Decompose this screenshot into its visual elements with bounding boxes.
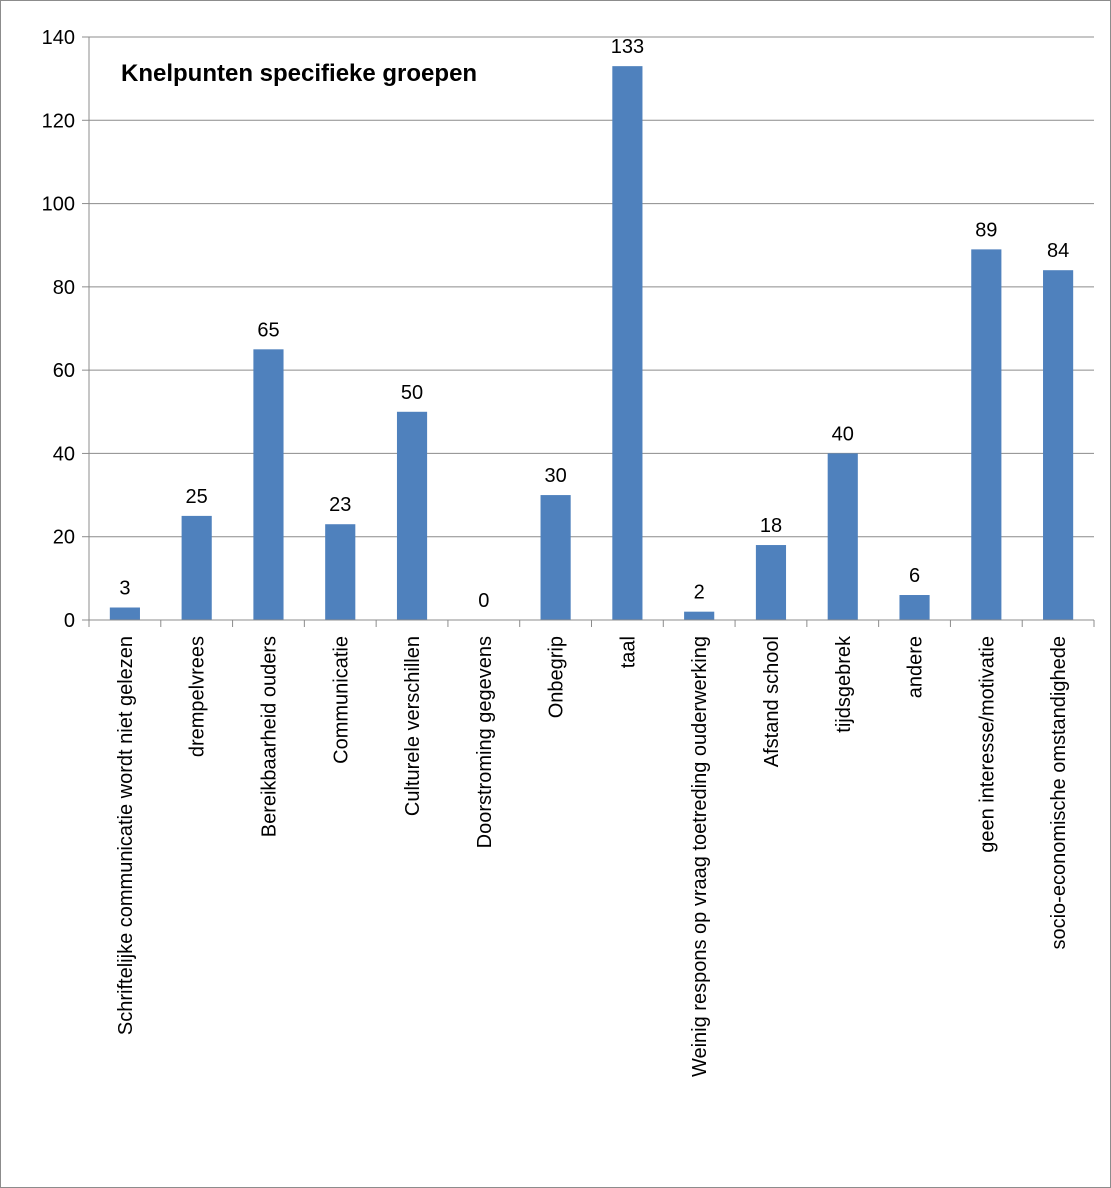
category-label: Doorstroming gegevens	[474, 636, 496, 848]
data-label: 18	[760, 515, 782, 537]
bar	[755, 545, 787, 620]
bar	[612, 66, 643, 620]
bar	[253, 349, 284, 620]
data-label: 133	[611, 36, 644, 58]
data-label: 50	[401, 382, 423, 404]
bar	[540, 495, 571, 620]
category-label: tijdsgebrek	[833, 635, 855, 733]
bars	[109, 66, 1074, 620]
bar	[396, 411, 428, 620]
category-label: taal	[617, 636, 639, 668]
category-label: geen interesse/motivatie	[976, 636, 998, 853]
category-labels: Schriftelijke communicatie wordt niet ge…	[115, 635, 1070, 1077]
bar	[971, 249, 1002, 620]
bar	[1043, 270, 1074, 620]
data-label: 2	[694, 582, 705, 604]
chart-title: Knelpunten specifieke groepen	[121, 60, 477, 87]
category-label: Schriftelijke communicatie wordt niet ge…	[115, 636, 137, 1035]
y-tick-label: 40	[53, 443, 75, 465]
y-tick-label: 120	[42, 110, 75, 132]
data-labels: 3 25 65 23 50 0 30 133 2 18 40 6 89 84	[119, 36, 1069, 612]
data-label: 89	[975, 219, 997, 241]
data-label: 25	[186, 486, 208, 508]
data-label: 0	[478, 590, 489, 612]
y-tick-label: 20	[53, 527, 75, 549]
data-label: 40	[832, 423, 854, 445]
category-label: Bereikbaarheid ouders	[258, 636, 280, 837]
y-tick-labels: 0 20 40 60 80 100 120 140	[42, 27, 75, 632]
bar	[684, 611, 715, 620]
data-label: 30	[544, 465, 566, 487]
bar	[827, 453, 858, 620]
category-label: Culturele verschillen	[402, 636, 424, 816]
y-tick-label: 140	[42, 27, 75, 49]
y-tick-label: 60	[53, 360, 75, 382]
category-label: socio-economische omstandighede	[1048, 636, 1070, 950]
bar	[181, 515, 212, 620]
bar	[109, 607, 140, 620]
category-label: Onbegrip	[546, 636, 568, 718]
data-label: 3	[119, 578, 130, 600]
category-label: drempelvrees	[187, 636, 209, 757]
category-label: Communicatie	[330, 636, 352, 764]
bar	[325, 524, 356, 620]
y-tick-label: 0	[64, 610, 75, 632]
category-label: andere	[905, 636, 927, 698]
axes	[82, 36, 1095, 627]
data-label: 84	[1047, 240, 1069, 262]
y-tick-label: 80	[53, 277, 75, 299]
data-label: 23	[329, 494, 351, 516]
data-label: 65	[257, 319, 279, 341]
y-tick-label: 100	[42, 194, 75, 216]
category-label: Weinig respons op vraag toetreding ouder…	[689, 636, 711, 1077]
data-label: 6	[909, 565, 920, 587]
gridlines	[89, 36, 1094, 621]
category-label: Afstand school	[761, 636, 783, 767]
bar	[899, 595, 930, 620]
